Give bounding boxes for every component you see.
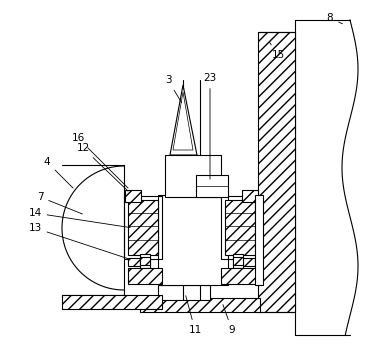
Bar bbox=[140, 257, 150, 265]
Text: 9: 9 bbox=[223, 305, 235, 335]
Text: 14: 14 bbox=[28, 208, 130, 228]
Text: 12: 12 bbox=[76, 143, 128, 191]
Bar bbox=[124, 196, 162, 259]
Bar bbox=[128, 258, 142, 266]
Text: 11: 11 bbox=[186, 296, 201, 335]
Polygon shape bbox=[170, 85, 197, 155]
Bar bbox=[221, 268, 257, 284]
Bar bbox=[242, 190, 258, 202]
Bar bbox=[233, 257, 243, 265]
Bar bbox=[158, 285, 210, 300]
Text: 16: 16 bbox=[71, 133, 128, 188]
Bar bbox=[221, 196, 259, 259]
Text: 23: 23 bbox=[203, 73, 217, 179]
Bar bbox=[165, 155, 221, 197]
Bar bbox=[140, 298, 260, 312]
Bar bbox=[125, 190, 141, 202]
Text: 7: 7 bbox=[37, 192, 83, 214]
Bar bbox=[233, 254, 243, 268]
Bar bbox=[158, 195, 228, 285]
Bar bbox=[255, 195, 263, 285]
Bar bbox=[225, 200, 255, 255]
Bar bbox=[128, 268, 162, 284]
Bar bbox=[241, 258, 255, 266]
Bar bbox=[128, 200, 158, 255]
Text: 15: 15 bbox=[269, 42, 285, 60]
Bar bbox=[140, 254, 150, 268]
Bar bbox=[258, 32, 295, 312]
Text: 4: 4 bbox=[44, 157, 73, 188]
Text: 3: 3 bbox=[165, 75, 182, 103]
Bar bbox=[196, 175, 228, 197]
Polygon shape bbox=[173, 92, 193, 150]
Text: 8: 8 bbox=[327, 13, 342, 24]
Bar bbox=[62, 295, 162, 309]
Text: 13: 13 bbox=[28, 223, 129, 259]
